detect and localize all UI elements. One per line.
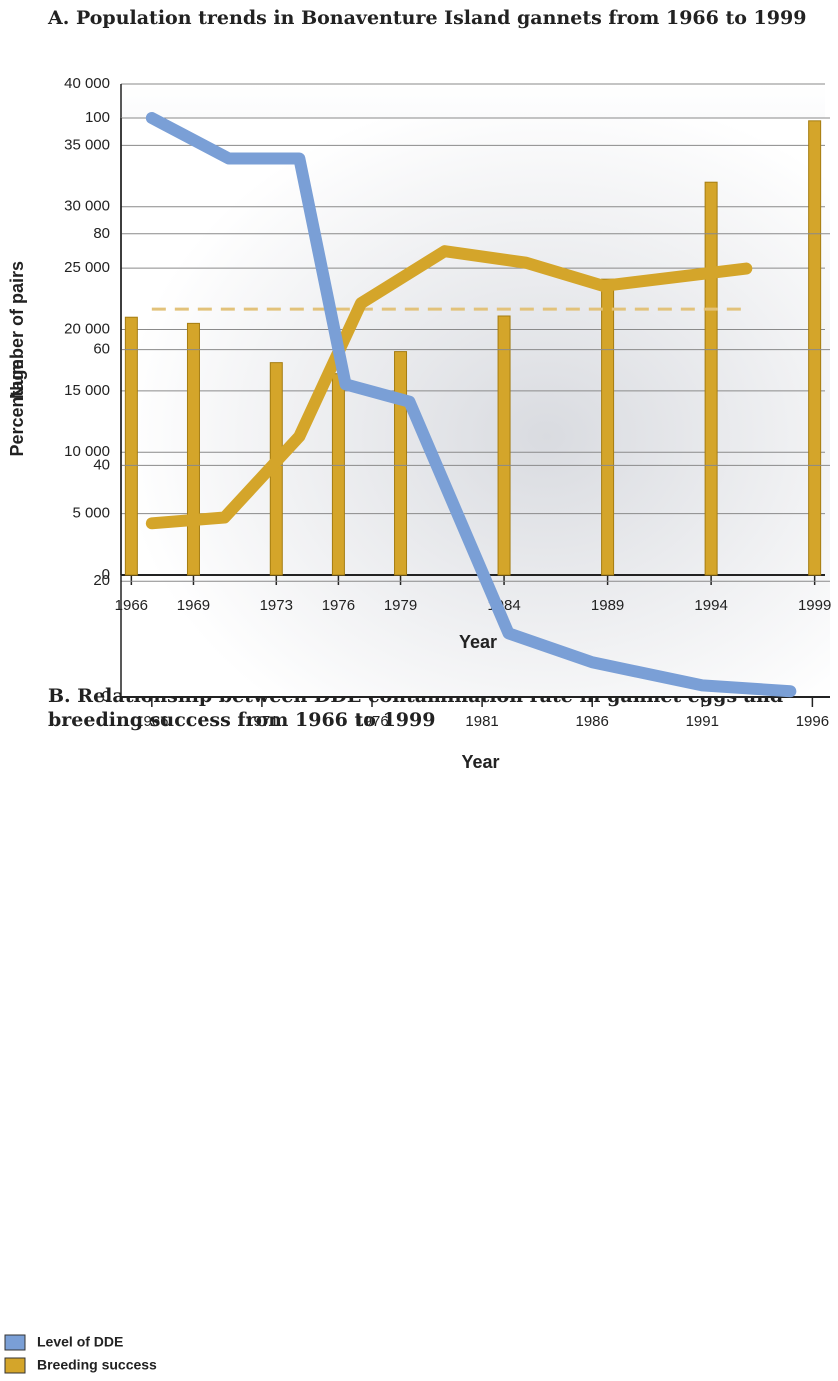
- bar: [395, 352, 407, 575]
- legend-label: Breeding success: [37, 1357, 157, 1373]
- x-tick-label: 1994: [694, 597, 727, 614]
- y-tick-label: 5 000: [72, 505, 110, 522]
- y-tick-label: 80: [93, 225, 110, 242]
- bar: [187, 323, 199, 575]
- y-axis-title: Percentage: [7, 359, 27, 456]
- x-tick-label: 1969: [177, 597, 210, 614]
- x-tick-label: 1973: [260, 597, 293, 614]
- y-tick-label: 100: [85, 109, 110, 126]
- y-tick-label: 15 000: [64, 382, 110, 399]
- y-tick-label: 40: [93, 456, 110, 473]
- bar: [332, 374, 344, 575]
- x-tick-label: 1971: [245, 713, 278, 730]
- x-tick-label: 1989: [591, 597, 624, 614]
- chart: 05 00010 00015 00020 00025 00030 00035 0…: [0, 0, 838, 1381]
- legend-label: Level of DDE: [37, 1334, 123, 1350]
- bar: [809, 121, 821, 575]
- x-axis-title: Year: [461, 752, 499, 772]
- y-tick-label: 20 000: [64, 320, 110, 337]
- x-tick-label: 1966: [135, 713, 168, 730]
- x-tick-label: 1999: [798, 597, 831, 614]
- x-tick-label: 1981: [465, 713, 498, 730]
- legend-swatch: [5, 1358, 25, 1373]
- y-tick-label: 25 000: [64, 259, 110, 276]
- x-tick-label: 1966: [115, 597, 148, 614]
- y-tick-label: 35 000: [64, 136, 110, 153]
- y-tick-label: 40 000: [64, 75, 110, 92]
- x-tick-label: 1976: [322, 597, 355, 614]
- x-axis-title: Year: [459, 632, 497, 652]
- x-tick-label: 1996: [796, 713, 829, 730]
- x-tick-label: 1991: [686, 713, 719, 730]
- y-tick-label: 30 000: [64, 198, 110, 215]
- bar: [125, 317, 137, 575]
- x-tick-label: 1986: [576, 713, 609, 730]
- bar: [602, 279, 614, 575]
- bar: [498, 316, 510, 575]
- bar: [705, 182, 717, 575]
- legend-swatch: [5, 1335, 25, 1350]
- y-tick-label: 60: [93, 341, 110, 358]
- x-tick-label: 1976: [355, 713, 388, 730]
- y-tick-label: 20: [93, 572, 110, 589]
- x-tick-label: 1979: [384, 597, 417, 614]
- page: A. Population trends in Bonaventure Isla…: [0, 0, 838, 1381]
- y-tick-label: 0: [102, 688, 110, 705]
